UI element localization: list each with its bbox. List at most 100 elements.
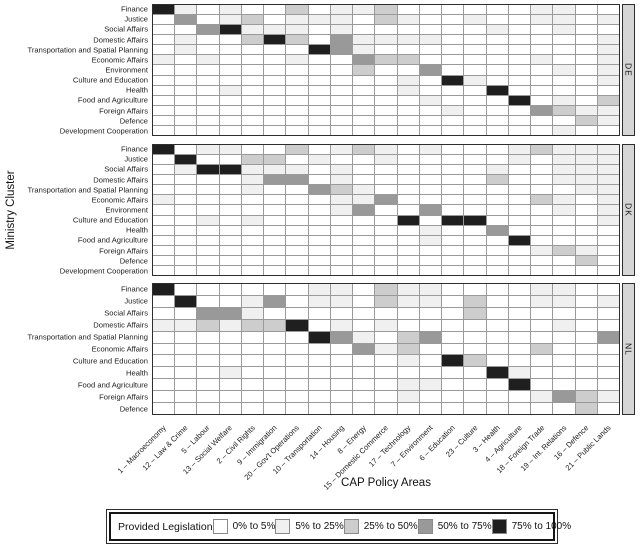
- heatmap-cell: [219, 145, 241, 155]
- heatmap-cell: [286, 245, 308, 255]
- heatmap-cell: [397, 403, 419, 414]
- heatmap-cell: [264, 185, 286, 195]
- heatmap-cell: [330, 65, 353, 75]
- heatmap-cell: [175, 284, 197, 295]
- heatmap-cell: [575, 367, 597, 379]
- heatmap-cell: [308, 15, 330, 25]
- heatmap-cell: [597, 45, 619, 55]
- heatmap-cell: [419, 265, 442, 275]
- heatmap-cell: [353, 145, 375, 155]
- heatmap-cell: [397, 195, 419, 205]
- heatmap-cell: [241, 265, 264, 275]
- heatmap-cell: [597, 343, 619, 355]
- heatmap-cell: [486, 295, 508, 307]
- heatmap-cell: [353, 95, 375, 105]
- heatmap-cell: [597, 5, 619, 15]
- heatmap-cell: [175, 145, 197, 155]
- heatmap-cell: [553, 5, 575, 15]
- heatmap-cell: [175, 175, 197, 185]
- row-label: Foreign Affairs: [99, 246, 148, 256]
- row-label: Justice: [124, 14, 148, 24]
- heatmap-cell: [486, 379, 508, 391]
- heatmap-cell: [308, 65, 330, 75]
- row-label: Defence: [119, 404, 148, 414]
- heatmap-cell: [531, 195, 553, 205]
- heatmap-cell: [241, 55, 264, 65]
- heatmap-cell: [219, 355, 241, 367]
- heatmap-cell: [575, 391, 597, 403]
- heatmap-cell: [597, 175, 619, 185]
- heatmap-cell: [308, 185, 330, 195]
- heatmap-cell: [153, 343, 175, 355]
- heatmap-cell: [575, 379, 597, 391]
- heatmap-cell: [308, 403, 330, 414]
- heatmap-cell: [531, 15, 553, 25]
- heatmap-cell: [241, 45, 264, 55]
- heatmap-cell: [375, 245, 397, 255]
- heatmap-cell: [419, 155, 442, 165]
- heatmap-cell: [508, 403, 531, 414]
- heatmap-cell: [264, 255, 286, 265]
- heatmap-cell: [397, 307, 419, 319]
- heatmap-cell: [397, 35, 419, 45]
- heatmap-cell: [464, 403, 486, 414]
- heatmap-cell: [197, 185, 219, 195]
- heatmap-cell: [419, 331, 442, 343]
- heatmap-cell: [264, 35, 286, 45]
- heatmap-cell: [330, 155, 353, 165]
- heatmap-cell: [153, 55, 175, 65]
- heatmap-cell: [575, 195, 597, 205]
- row-label: Health: [126, 85, 148, 95]
- heatmap-cell: [219, 245, 241, 255]
- heatmap-cell: [197, 255, 219, 265]
- legend-swatch: [275, 519, 291, 534]
- heatmap-cell: [197, 225, 219, 235]
- heatmap-cell: [175, 75, 197, 85]
- heatmap-cell: [486, 95, 508, 105]
- heatmap-cell: [553, 45, 575, 55]
- heatmap-cell: [153, 45, 175, 55]
- row-label: Foreign Affairs: [99, 106, 148, 116]
- heatmap-cell: [464, 205, 486, 215]
- heatmap-cell: [153, 284, 175, 295]
- heatmap-cell: [597, 125, 619, 135]
- heatmap-cell: [330, 85, 353, 95]
- heatmap-cell: [353, 295, 375, 307]
- heatmap-cell: [153, 307, 175, 319]
- heatmap-cell: [442, 307, 464, 319]
- heatmap-cell: [353, 115, 375, 125]
- heatmap-cell: [464, 295, 486, 307]
- heatmap-cell: [553, 403, 575, 414]
- heatmap-cell: [153, 95, 175, 105]
- heatmap-cell: [375, 319, 397, 331]
- heatmap-cell: [442, 284, 464, 295]
- heatmap-cell: [286, 105, 308, 115]
- heatmap-cell: [419, 15, 442, 25]
- heatmap-cell: [375, 195, 397, 205]
- heatmap-cell: [308, 255, 330, 265]
- heatmap-cell: [286, 5, 308, 15]
- heatmap-cell: [308, 245, 330, 255]
- heatmap-cell: [397, 367, 419, 379]
- heatmap-cell: [175, 155, 197, 165]
- heatmap-cell: [442, 45, 464, 55]
- heatmap-cell: [575, 75, 597, 85]
- heatmap-cell: [508, 295, 531, 307]
- heatmap-cell: [375, 5, 397, 15]
- heatmap-cell: [197, 25, 219, 35]
- heatmap-cell: [486, 115, 508, 125]
- heatmap-cell: [419, 255, 442, 265]
- heatmap-cell: [553, 145, 575, 155]
- heatmap-cell: [531, 215, 553, 225]
- heatmap-cell: [353, 45, 375, 55]
- heatmap-cell: [597, 307, 619, 319]
- heatmap-cell: [597, 331, 619, 343]
- heatmap-cell: [553, 331, 575, 343]
- heatmap-cell: [575, 85, 597, 95]
- heatmap-cell: [553, 235, 575, 245]
- heatmap-cell: [531, 75, 553, 85]
- heatmap-cell: [486, 35, 508, 45]
- row-label: Transportation and Spatial Planning: [27, 185, 148, 195]
- heatmap-cell: [508, 331, 531, 343]
